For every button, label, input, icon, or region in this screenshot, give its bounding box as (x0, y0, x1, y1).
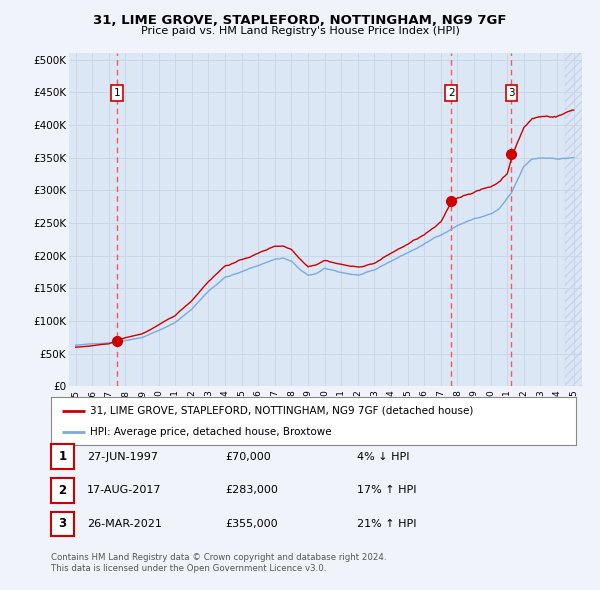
Text: Contains HM Land Registry data © Crown copyright and database right 2024.: Contains HM Land Registry data © Crown c… (51, 553, 386, 562)
Text: 21% ↑ HPI: 21% ↑ HPI (357, 519, 416, 529)
Text: £283,000: £283,000 (225, 486, 278, 495)
Text: £70,000: £70,000 (225, 452, 271, 461)
Text: 26-MAR-2021: 26-MAR-2021 (87, 519, 162, 529)
Text: £355,000: £355,000 (225, 519, 278, 529)
Text: 4% ↓ HPI: 4% ↓ HPI (357, 452, 409, 461)
Text: 1: 1 (114, 88, 121, 98)
Text: 1: 1 (58, 450, 67, 463)
Text: 17-AUG-2017: 17-AUG-2017 (87, 486, 161, 495)
Text: This data is licensed under the Open Government Licence v3.0.: This data is licensed under the Open Gov… (51, 564, 326, 573)
Text: 2: 2 (448, 88, 455, 98)
Text: 2: 2 (58, 484, 67, 497)
Text: HPI: Average price, detached house, Broxtowe: HPI: Average price, detached house, Brox… (91, 427, 332, 437)
Text: 31, LIME GROVE, STAPLEFORD, NOTTINGHAM, NG9 7GF: 31, LIME GROVE, STAPLEFORD, NOTTINGHAM, … (93, 14, 507, 27)
Text: 3: 3 (508, 88, 515, 98)
Text: Price paid vs. HM Land Registry's House Price Index (HPI): Price paid vs. HM Land Registry's House … (140, 26, 460, 35)
Text: 27-JUN-1997: 27-JUN-1997 (87, 452, 158, 461)
Bar (565, 53, 599, 386)
Text: 17% ↑ HPI: 17% ↑ HPI (357, 486, 416, 495)
Text: 3: 3 (58, 517, 67, 530)
Text: 31, LIME GROVE, STAPLEFORD, NOTTINGHAM, NG9 7GF (detached house): 31, LIME GROVE, STAPLEFORD, NOTTINGHAM, … (91, 405, 474, 415)
